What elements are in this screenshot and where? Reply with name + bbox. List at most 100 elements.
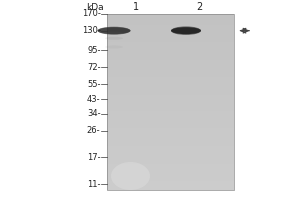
- Bar: [106, 117, 234, 120]
- Bar: [106, 144, 234, 146]
- Bar: [106, 80, 234, 83]
- Ellipse shape: [171, 27, 201, 34]
- Bar: [106, 147, 234, 150]
- Bar: [106, 77, 234, 79]
- Bar: [106, 158, 234, 160]
- Bar: [106, 116, 234, 118]
- Bar: [106, 114, 234, 116]
- Bar: [106, 149, 234, 151]
- Bar: [106, 63, 234, 65]
- Bar: [106, 45, 234, 47]
- Bar: [106, 126, 234, 128]
- Bar: [106, 119, 234, 121]
- Ellipse shape: [171, 26, 201, 35]
- Text: 1: 1: [134, 2, 140, 12]
- Text: 43-: 43-: [87, 95, 101, 104]
- Ellipse shape: [105, 37, 123, 40]
- Ellipse shape: [105, 45, 123, 48]
- Bar: [106, 68, 234, 70]
- Bar: [106, 61, 234, 63]
- Bar: [106, 44, 234, 46]
- Bar: [106, 142, 234, 144]
- Bar: [106, 21, 234, 23]
- Bar: [106, 79, 234, 81]
- Bar: [106, 109, 234, 111]
- Bar: [106, 96, 234, 98]
- Text: 95-: 95-: [87, 46, 101, 55]
- Bar: [106, 177, 234, 179]
- Bar: [106, 47, 234, 49]
- Bar: [106, 168, 234, 171]
- Text: 55-: 55-: [87, 80, 101, 89]
- Bar: [106, 123, 234, 125]
- Bar: [106, 89, 234, 91]
- Bar: [106, 174, 234, 176]
- Bar: [106, 58, 234, 60]
- Bar: [106, 52, 234, 54]
- Bar: [106, 124, 234, 127]
- Bar: [106, 42, 234, 44]
- Bar: [106, 130, 234, 132]
- Bar: [106, 188, 234, 190]
- Bar: [106, 65, 234, 67]
- Bar: [106, 24, 234, 26]
- Bar: [106, 128, 234, 130]
- Bar: [106, 167, 234, 169]
- Bar: [106, 86, 234, 88]
- Bar: [106, 156, 234, 158]
- Bar: [106, 186, 234, 188]
- Bar: [106, 102, 234, 104]
- Text: 34-: 34-: [87, 109, 101, 118]
- Bar: [106, 151, 234, 153]
- Bar: [106, 91, 234, 93]
- Bar: [106, 181, 234, 183]
- Bar: [106, 183, 234, 185]
- Bar: [106, 139, 234, 141]
- Bar: [106, 93, 234, 95]
- Bar: [106, 66, 234, 69]
- Bar: [106, 84, 234, 86]
- Text: 26-: 26-: [87, 126, 101, 135]
- Bar: [106, 100, 234, 102]
- Bar: [106, 28, 234, 30]
- Bar: [106, 14, 234, 190]
- Text: 17-: 17-: [87, 153, 101, 162]
- Bar: [106, 29, 234, 32]
- Bar: [106, 121, 234, 123]
- Bar: [106, 14, 234, 16]
- Bar: [106, 140, 234, 142]
- Bar: [106, 154, 234, 157]
- Bar: [106, 36, 234, 39]
- Bar: [106, 59, 234, 62]
- Bar: [106, 98, 234, 100]
- Bar: [106, 95, 234, 97]
- Bar: [106, 153, 234, 155]
- Bar: [106, 184, 234, 186]
- Bar: [106, 103, 234, 106]
- Bar: [106, 33, 234, 35]
- Bar: [106, 107, 234, 109]
- Bar: [106, 17, 234, 19]
- Bar: [106, 176, 234, 178]
- Bar: [106, 170, 234, 172]
- Bar: [106, 51, 234, 53]
- Bar: [106, 132, 234, 134]
- Bar: [106, 70, 234, 72]
- Text: 2: 2: [196, 2, 202, 12]
- Ellipse shape: [98, 27, 130, 35]
- Bar: [106, 40, 234, 42]
- Bar: [106, 137, 234, 139]
- Bar: [106, 31, 234, 33]
- Bar: [106, 110, 234, 113]
- Bar: [106, 15, 234, 18]
- Bar: [106, 88, 234, 90]
- Text: 130-: 130-: [82, 26, 100, 35]
- Bar: [106, 35, 234, 37]
- Bar: [106, 54, 234, 56]
- Bar: [106, 26, 234, 28]
- Bar: [106, 146, 234, 148]
- Bar: [106, 75, 234, 77]
- Bar: [106, 19, 234, 21]
- Bar: [106, 179, 234, 181]
- Text: 72-: 72-: [87, 63, 101, 72]
